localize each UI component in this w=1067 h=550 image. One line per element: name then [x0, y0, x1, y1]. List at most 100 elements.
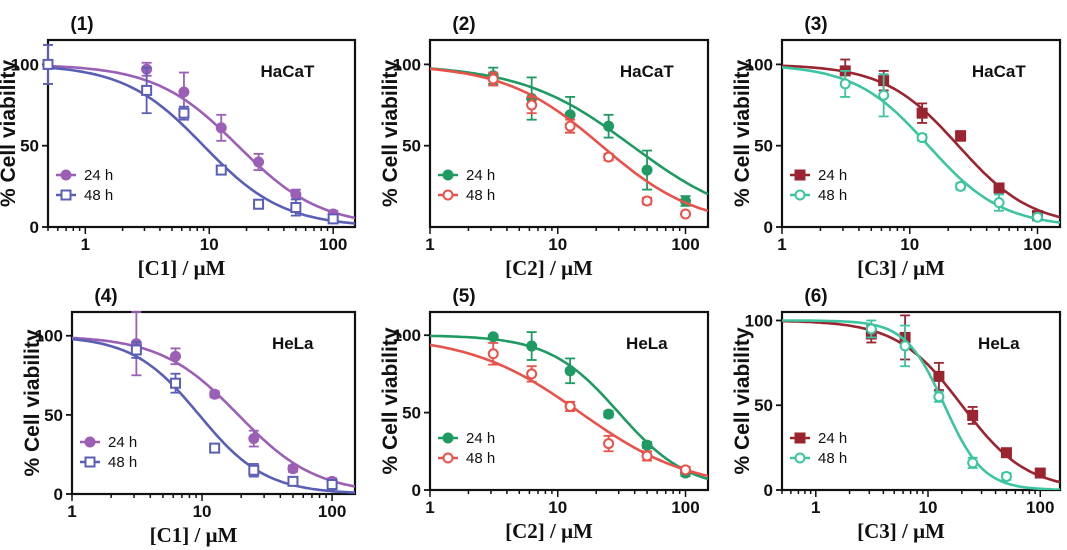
legend-label: 48 h [818, 450, 847, 467]
data-point [327, 213, 339, 225]
data-point [287, 463, 299, 475]
fit-curve [782, 319, 1060, 490]
cell-line-label: HeLa [978, 334, 1020, 353]
legend-marker [442, 189, 454, 201]
panel-label: (1) [70, 14, 93, 35]
data-point [603, 151, 615, 163]
y-axis-label: % Cell viability [21, 329, 44, 476]
y-axis-label: % Cell viability [379, 60, 402, 207]
data-point [564, 120, 576, 132]
x-tick-label: 10 [548, 498, 567, 517]
legend-entry: 48 h [80, 454, 137, 471]
x-tick-label: 1 [425, 498, 434, 517]
x-axis-label: [C3] / μM [857, 256, 945, 280]
legend-entry: 48 h [438, 187, 495, 204]
legend-entry: 48 h [790, 450, 847, 467]
legend-label: 48 h [466, 187, 495, 204]
y-tick-label: 50 [402, 404, 421, 423]
y-tick-label: 50 [754, 137, 773, 156]
x-axis-label: [C1] / μM [138, 256, 226, 280]
data-point [253, 156, 265, 168]
data-point [287, 475, 299, 487]
panel-label: (4) [94, 286, 117, 307]
data-point [526, 340, 538, 352]
legend-marker [84, 456, 96, 468]
y-tick-label: 100 [393, 55, 421, 74]
cell-line-label: HeLa [272, 334, 314, 353]
data-point [993, 197, 1005, 209]
y-axis-label: % Cell viability [379, 327, 402, 474]
y-tick-label: 100 [35, 327, 63, 346]
data-point [178, 86, 190, 98]
data-point [526, 99, 538, 111]
y-tick-label: 0 [764, 218, 773, 237]
legend-marker [442, 169, 454, 181]
data-point [899, 340, 911, 352]
series-1 [430, 66, 708, 207]
data-point [1034, 467, 1046, 479]
legend-entry: 24 h [438, 167, 495, 184]
data-point [170, 350, 182, 362]
data-point [967, 457, 979, 469]
series-1 [430, 331, 708, 481]
y-tick-label: 0 [30, 218, 39, 237]
series-2 [430, 342, 708, 478]
data-point [170, 377, 182, 389]
data-point [916, 132, 928, 144]
data-point [916, 107, 928, 119]
fit-curve [48, 66, 355, 225]
chart-panel-2: (2) HaCaT % Cell viability [C2] / μM 1 10 100 5… [379, 14, 710, 280]
data-point [680, 208, 692, 220]
legend-marker [84, 436, 96, 448]
legend-entry: 48 h [56, 187, 113, 204]
x-tick-label: 10 [200, 235, 219, 254]
x-tick-label: 1 [811, 498, 820, 517]
x-axis-label: [C1] / μM [150, 523, 238, 547]
x-tick-label: 1 [81, 235, 90, 254]
plot-frame [428, 38, 710, 229]
data-point [215, 164, 227, 176]
y-tick-label: 0 [764, 481, 773, 500]
y-tick-label: 100 [745, 55, 773, 74]
data-point [1000, 447, 1012, 459]
legend-entry: 24 h [790, 167, 847, 184]
data-point [487, 73, 499, 85]
data-point [564, 400, 576, 412]
data-point [967, 409, 979, 421]
panel-label: (2) [452, 14, 475, 35]
data-point [564, 365, 576, 377]
y-tick-label: 100 [745, 311, 773, 330]
data-point [248, 433, 260, 445]
legend-marker [794, 452, 806, 464]
legend-marker [60, 189, 72, 201]
data-point [878, 89, 890, 101]
plot-frame [428, 310, 710, 492]
data-point [209, 442, 221, 454]
data-point [680, 464, 692, 476]
panel-label: (6) [804, 286, 827, 307]
chart-panel-4: (4) HeLa % Cell viability [C1] / μM 1 10 100 0 5… [21, 286, 357, 547]
series-2 [72, 337, 355, 494]
y-tick-label: 50 [402, 137, 421, 156]
data-point [215, 122, 227, 134]
data-point [603, 408, 615, 420]
panel-label: (5) [452, 286, 475, 307]
data-point [933, 391, 945, 403]
y-axis-label: % Cell viability [731, 60, 754, 207]
x-tick-label: 1 [777, 235, 786, 254]
data-point [290, 188, 302, 200]
data-point [248, 464, 260, 476]
data-point [839, 78, 851, 90]
x-axis-label: [C2] / μM [505, 519, 593, 543]
data-point [42, 58, 54, 70]
x-tick-label: 10 [900, 235, 919, 254]
cell-line-label: HaCaT [972, 62, 1026, 81]
legend-entry: 24 h [790, 430, 847, 447]
y-tick-label: 0 [54, 485, 63, 504]
data-point [955, 130, 967, 142]
legend-marker [442, 452, 454, 464]
chart-panel-6: (6) HeLa % Cell viability [C3] / μM 1 10 100 0 5… [731, 286, 1062, 543]
data-point [1000, 470, 1012, 482]
data-point [641, 439, 653, 451]
